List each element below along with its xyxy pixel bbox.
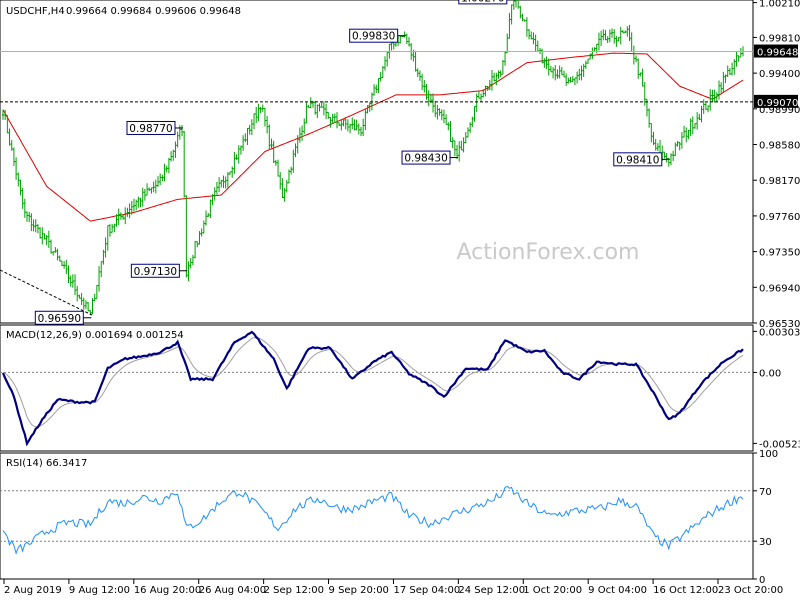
price-tick: 0.98170	[753, 176, 800, 187]
price-tick: 0.98580	[753, 141, 800, 152]
price-label: 0.99830	[349, 28, 406, 43]
time-tick: 26 Aug 04:00	[198, 579, 266, 596]
svg-text:0.96590: 0.96590	[38, 313, 81, 325]
price-tick: 0.98990	[753, 105, 800, 116]
svg-text:0.99400: 0.99400	[759, 69, 800, 80]
svg-text:0.98770: 0.98770	[129, 123, 172, 135]
price-tick: 0.97350	[753, 248, 800, 259]
price-tick: 0.96940	[753, 283, 800, 294]
svg-text:2 Aug 2019: 2 Aug 2019	[4, 585, 62, 596]
time-tick: 2 Sep 12:00	[263, 579, 324, 596]
rsi-title: RSI(14) 66.3417	[6, 458, 87, 469]
svg-text:100: 100	[759, 449, 778, 460]
svg-text:0: 0	[759, 575, 765, 586]
rsi-tick: 30	[753, 537, 772, 548]
price-label: 0.98770	[126, 120, 183, 135]
macd-axis: 0.00303 0.00 -0.005236	[753, 327, 800, 450]
moving-average-path	[2, 52, 744, 222]
svg-text:26 Aug 04:00: 26 Aug 04:00	[199, 585, 266, 596]
rsi-panel: RSI(14) 66.3417 100 70 30 0	[0, 449, 778, 586]
svg-text:0.00303: 0.00303	[759, 327, 800, 338]
price-labels: 0.96590 0.97130 0.98770 0.99830 0.98430 1.002…	[34, 0, 670, 325]
macd-tick: -0.005236	[753, 439, 800, 450]
price-label: 0.98410	[613, 152, 670, 167]
svg-text:0.96530: 0.96530	[759, 319, 800, 330]
price-label: 0.96590	[34, 310, 92, 325]
svg-text:0.98170: 0.98170	[759, 176, 800, 187]
macd-title: MACD(12,26,9) 0.001694 0.001254	[6, 330, 184, 341]
time-tick: 1 Oct 20:00	[522, 579, 582, 596]
moving-average-line	[2, 52, 744, 222]
svg-text:23 Oct 20:00: 23 Oct 20:00	[718, 585, 783, 596]
price-watermark: ActionForex.com	[457, 240, 640, 265]
macd-line	[1, 330, 744, 447]
svg-text:16 Oct 12:00: 16 Oct 12:00	[653, 585, 718, 596]
svg-text:0.98430: 0.98430	[404, 153, 447, 165]
rsi-tick: 0	[753, 575, 765, 586]
time-tick: 17 Sep 04:00	[392, 579, 460, 596]
svg-text:9 Oct 04:00: 9 Oct 04:00	[588, 585, 647, 596]
svg-text:0.00: 0.00	[759, 368, 781, 379]
svg-text:0.97760: 0.97760	[759, 212, 800, 223]
time-tick: 9 Sep 20:00	[328, 579, 389, 596]
price-label: 0.98430	[401, 150, 459, 165]
price-bar	[514, 0, 517, 8]
svg-text:1.00270: 1.00270	[461, 0, 504, 4]
price-tick: 0.97760	[753, 212, 800, 223]
price-tick: 0.99810	[753, 33, 800, 44]
svg-text:2 Sep 12:00: 2 Sep 12:00	[264, 585, 324, 596]
svg-text:0.97130: 0.97130	[134, 266, 177, 278]
svg-text:0.99810: 0.99810	[759, 33, 800, 44]
macd-tick: 0.00303	[753, 327, 800, 338]
time-tick: 23 Oct 20:00	[717, 579, 783, 596]
svg-text:-0.005236: -0.005236	[759, 439, 800, 450]
price-bars	[1, 0, 745, 316]
svg-text:0.99830: 0.99830	[352, 31, 395, 43]
macd-tick: 0.00	[753, 368, 781, 379]
price-axis: 1.00210 0.99810 0.99400 0.98990 0.98580 0.981…	[753, 0, 800, 330]
price-axis-tag: 0.99070	[754, 94, 798, 109]
svg-text:30: 30	[759, 537, 772, 548]
svg-text:1 Oct 20:00: 1 Oct 20:00	[523, 585, 582, 596]
svg-text:1.00210: 1.00210	[759, 0, 800, 10]
time-tick: 24 Sep 12:00	[457, 579, 525, 596]
svg-text:0.99070: 0.99070	[757, 98, 798, 109]
svg-text:0.97350: 0.97350	[759, 248, 800, 259]
price-title: USDCHF,H4	[6, 6, 65, 17]
svg-text:16 Aug 20:00: 16 Aug 20:00	[134, 585, 201, 596]
price-label: 1.00270	[458, 0, 508, 4]
rsi-tick: 70	[753, 487, 772, 498]
svg-text:0.98990: 0.98990	[759, 105, 800, 116]
svg-text:9 Sep 20:00: 9 Sep 20:00	[329, 585, 389, 596]
svg-text:9 Aug 12:00: 9 Aug 12:00	[69, 585, 130, 596]
svg-text:0.99648: 0.99648	[757, 48, 798, 59]
svg-text:0.98580: 0.98580	[759, 141, 800, 152]
price-panel: ActionForex.com 0.965900.971300.987700.9…	[0, 0, 800, 330]
time-tick: 9 Aug 12:00	[68, 579, 130, 596]
price-tick: 0.96530	[753, 319, 800, 330]
macd-panel: MACD(12,26,9) 0.001694 0.001254 0.003030…	[0, 324, 800, 452]
price-axis-tag: 0.99648	[754, 44, 798, 59]
svg-text:70: 70	[759, 487, 772, 498]
price-label: 0.97130	[130, 263, 188, 278]
time-tick: 16 Oct 12:00	[652, 579, 718, 596]
svg-text:0.98410: 0.98410	[616, 154, 659, 166]
time-tick: 9 Oct 04:00	[587, 579, 647, 596]
price-tick: 1.00210	[753, 0, 800, 10]
price-tick: 0.99400	[753, 69, 800, 80]
price-ohlc: 0.99664 0.99684 0.99606 0.99648	[66, 6, 241, 17]
time-tick: 16 Aug 20:00	[133, 579, 201, 596]
rsi-tick: 100	[753, 449, 778, 460]
rsi-axis: 100 70 30 0	[753, 449, 778, 586]
svg-text:17 Sep 04:00: 17 Sep 04:00	[393, 585, 460, 596]
rsi-line	[2, 485, 744, 555]
time-tick: 2 Aug 2019	[3, 579, 62, 596]
svg-text:0.96940: 0.96940	[759, 283, 800, 294]
trendline	[0, 269, 93, 316]
svg-text:24 Sep 12:00: 24 Sep 12:00	[458, 585, 525, 596]
